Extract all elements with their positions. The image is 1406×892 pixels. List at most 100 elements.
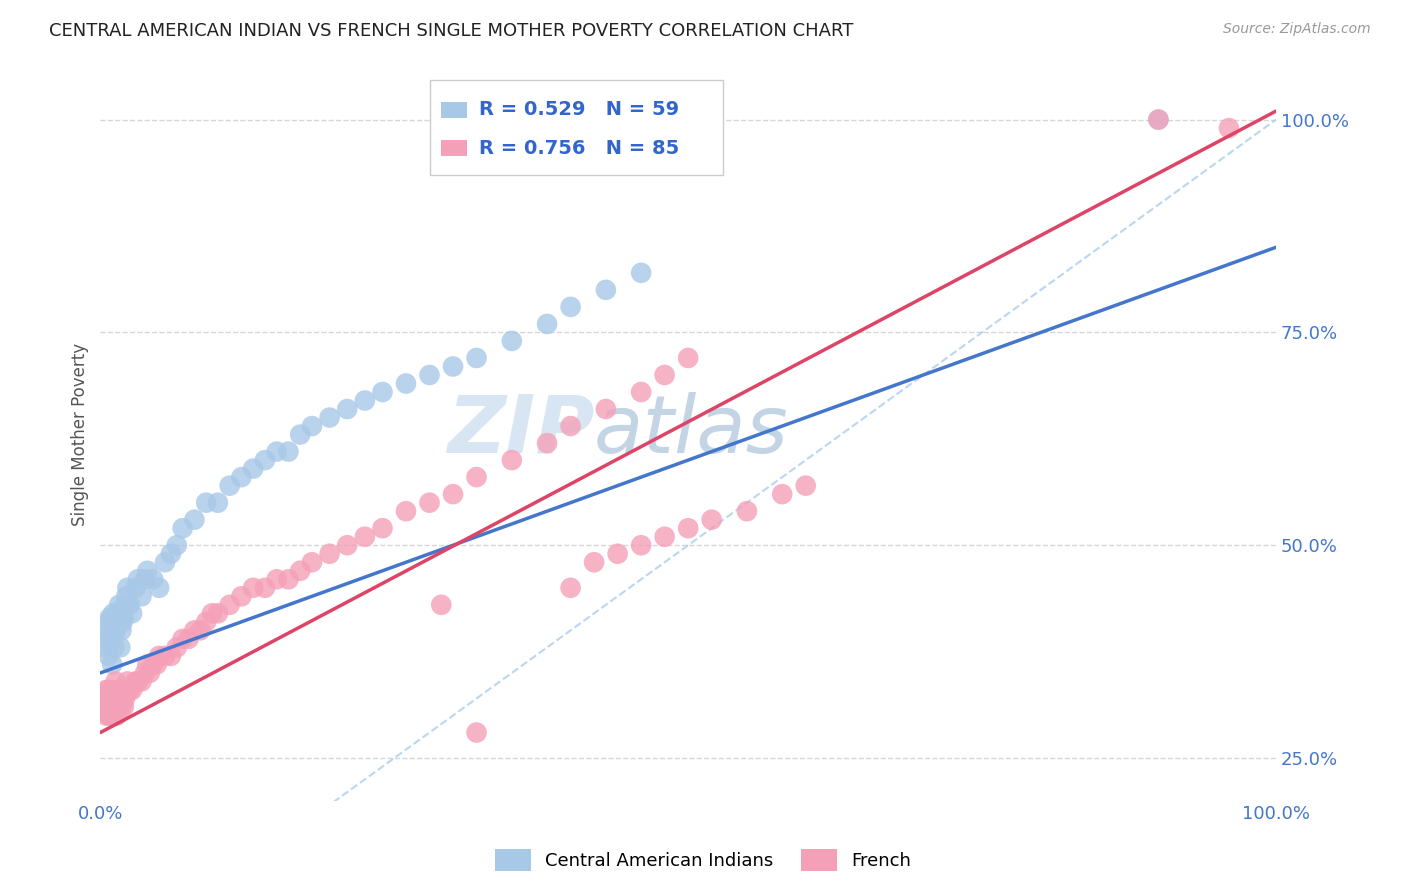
Point [134, 665, 156, 680]
Y-axis label: Single Mother Poverty: Single Mother Poverty [72, 343, 89, 526]
Point [676, 521, 699, 535]
Point [98, 610, 121, 624]
Point [107, 682, 129, 697]
Point [630, 384, 652, 399]
Point [441, 359, 464, 374]
Point [231, 470, 253, 484]
Point [207, 607, 229, 621]
Point [107, 700, 129, 714]
Point [160, 547, 183, 561]
Point [97, 708, 120, 723]
Point [108, 700, 131, 714]
Point [104, 674, 127, 689]
Point [654, 368, 676, 382]
Point [115, 682, 138, 697]
Point [172, 632, 194, 646]
Point [134, 572, 156, 586]
Point [110, 640, 132, 655]
Point [501, 334, 523, 348]
Point [354, 530, 377, 544]
Point [172, 521, 194, 535]
Point [93, 700, 115, 714]
Point [142, 572, 165, 586]
Point [96, 700, 118, 714]
Point [118, 682, 141, 697]
Point [418, 496, 440, 510]
Point [101, 682, 124, 697]
Point [148, 581, 170, 595]
Point [1147, 112, 1170, 127]
Point [430, 598, 453, 612]
Point [142, 657, 165, 672]
Point [606, 547, 628, 561]
Text: CENTRAL AMERICAN INDIAN VS FRENCH SINGLE MOTHER POVERTY CORRELATION CHART: CENTRAL AMERICAN INDIAN VS FRENCH SINGLE… [49, 22, 853, 40]
Point [501, 453, 523, 467]
Point [96, 624, 118, 638]
Point [98, 682, 121, 697]
Point [1147, 112, 1170, 127]
Point [114, 691, 136, 706]
Point [131, 590, 153, 604]
Point [560, 419, 582, 434]
Point [700, 513, 723, 527]
Point [118, 598, 141, 612]
Point [148, 648, 170, 663]
Point [100, 708, 122, 723]
Point [166, 640, 188, 655]
Point [103, 708, 125, 723]
Point [336, 538, 359, 552]
Point [100, 632, 122, 646]
Point [183, 624, 205, 638]
Text: atlas: atlas [595, 392, 789, 470]
Point [207, 496, 229, 510]
Point [121, 607, 143, 621]
Point [183, 513, 205, 527]
Point [465, 725, 488, 739]
Point [218, 478, 240, 492]
Point [560, 300, 582, 314]
Point [195, 496, 218, 510]
Point [121, 682, 143, 697]
Point [336, 402, 359, 417]
Point [371, 521, 394, 535]
Point [105, 615, 128, 629]
Point [536, 317, 558, 331]
Point [153, 555, 176, 569]
Point [630, 266, 652, 280]
Point [266, 572, 288, 586]
Legend: Central American Indians, French: Central American Indians, French [488, 842, 918, 879]
Point [101, 700, 124, 714]
Point [111, 691, 134, 706]
Point [117, 674, 139, 689]
Point [371, 384, 394, 399]
Point [146, 657, 169, 672]
Point [136, 657, 159, 672]
Point [101, 657, 124, 672]
Point [290, 564, 312, 578]
Point [266, 444, 288, 458]
Point [110, 624, 132, 638]
Point [98, 700, 121, 714]
Point [112, 700, 135, 714]
Point [395, 504, 418, 518]
Point [107, 607, 129, 621]
Point [290, 427, 312, 442]
Point [465, 470, 488, 484]
Point [136, 564, 159, 578]
Point [153, 648, 176, 663]
Point [160, 648, 183, 663]
Point [231, 590, 253, 604]
Point [110, 700, 132, 714]
Point [354, 393, 377, 408]
Point [131, 674, 153, 689]
Point [301, 419, 323, 434]
Point [104, 691, 127, 706]
Point [96, 682, 118, 697]
Point [676, 351, 699, 365]
Point [465, 351, 488, 365]
Point [97, 682, 120, 697]
Point [127, 572, 149, 586]
Point [94, 640, 117, 655]
Point [124, 581, 146, 595]
Point [188, 624, 211, 638]
